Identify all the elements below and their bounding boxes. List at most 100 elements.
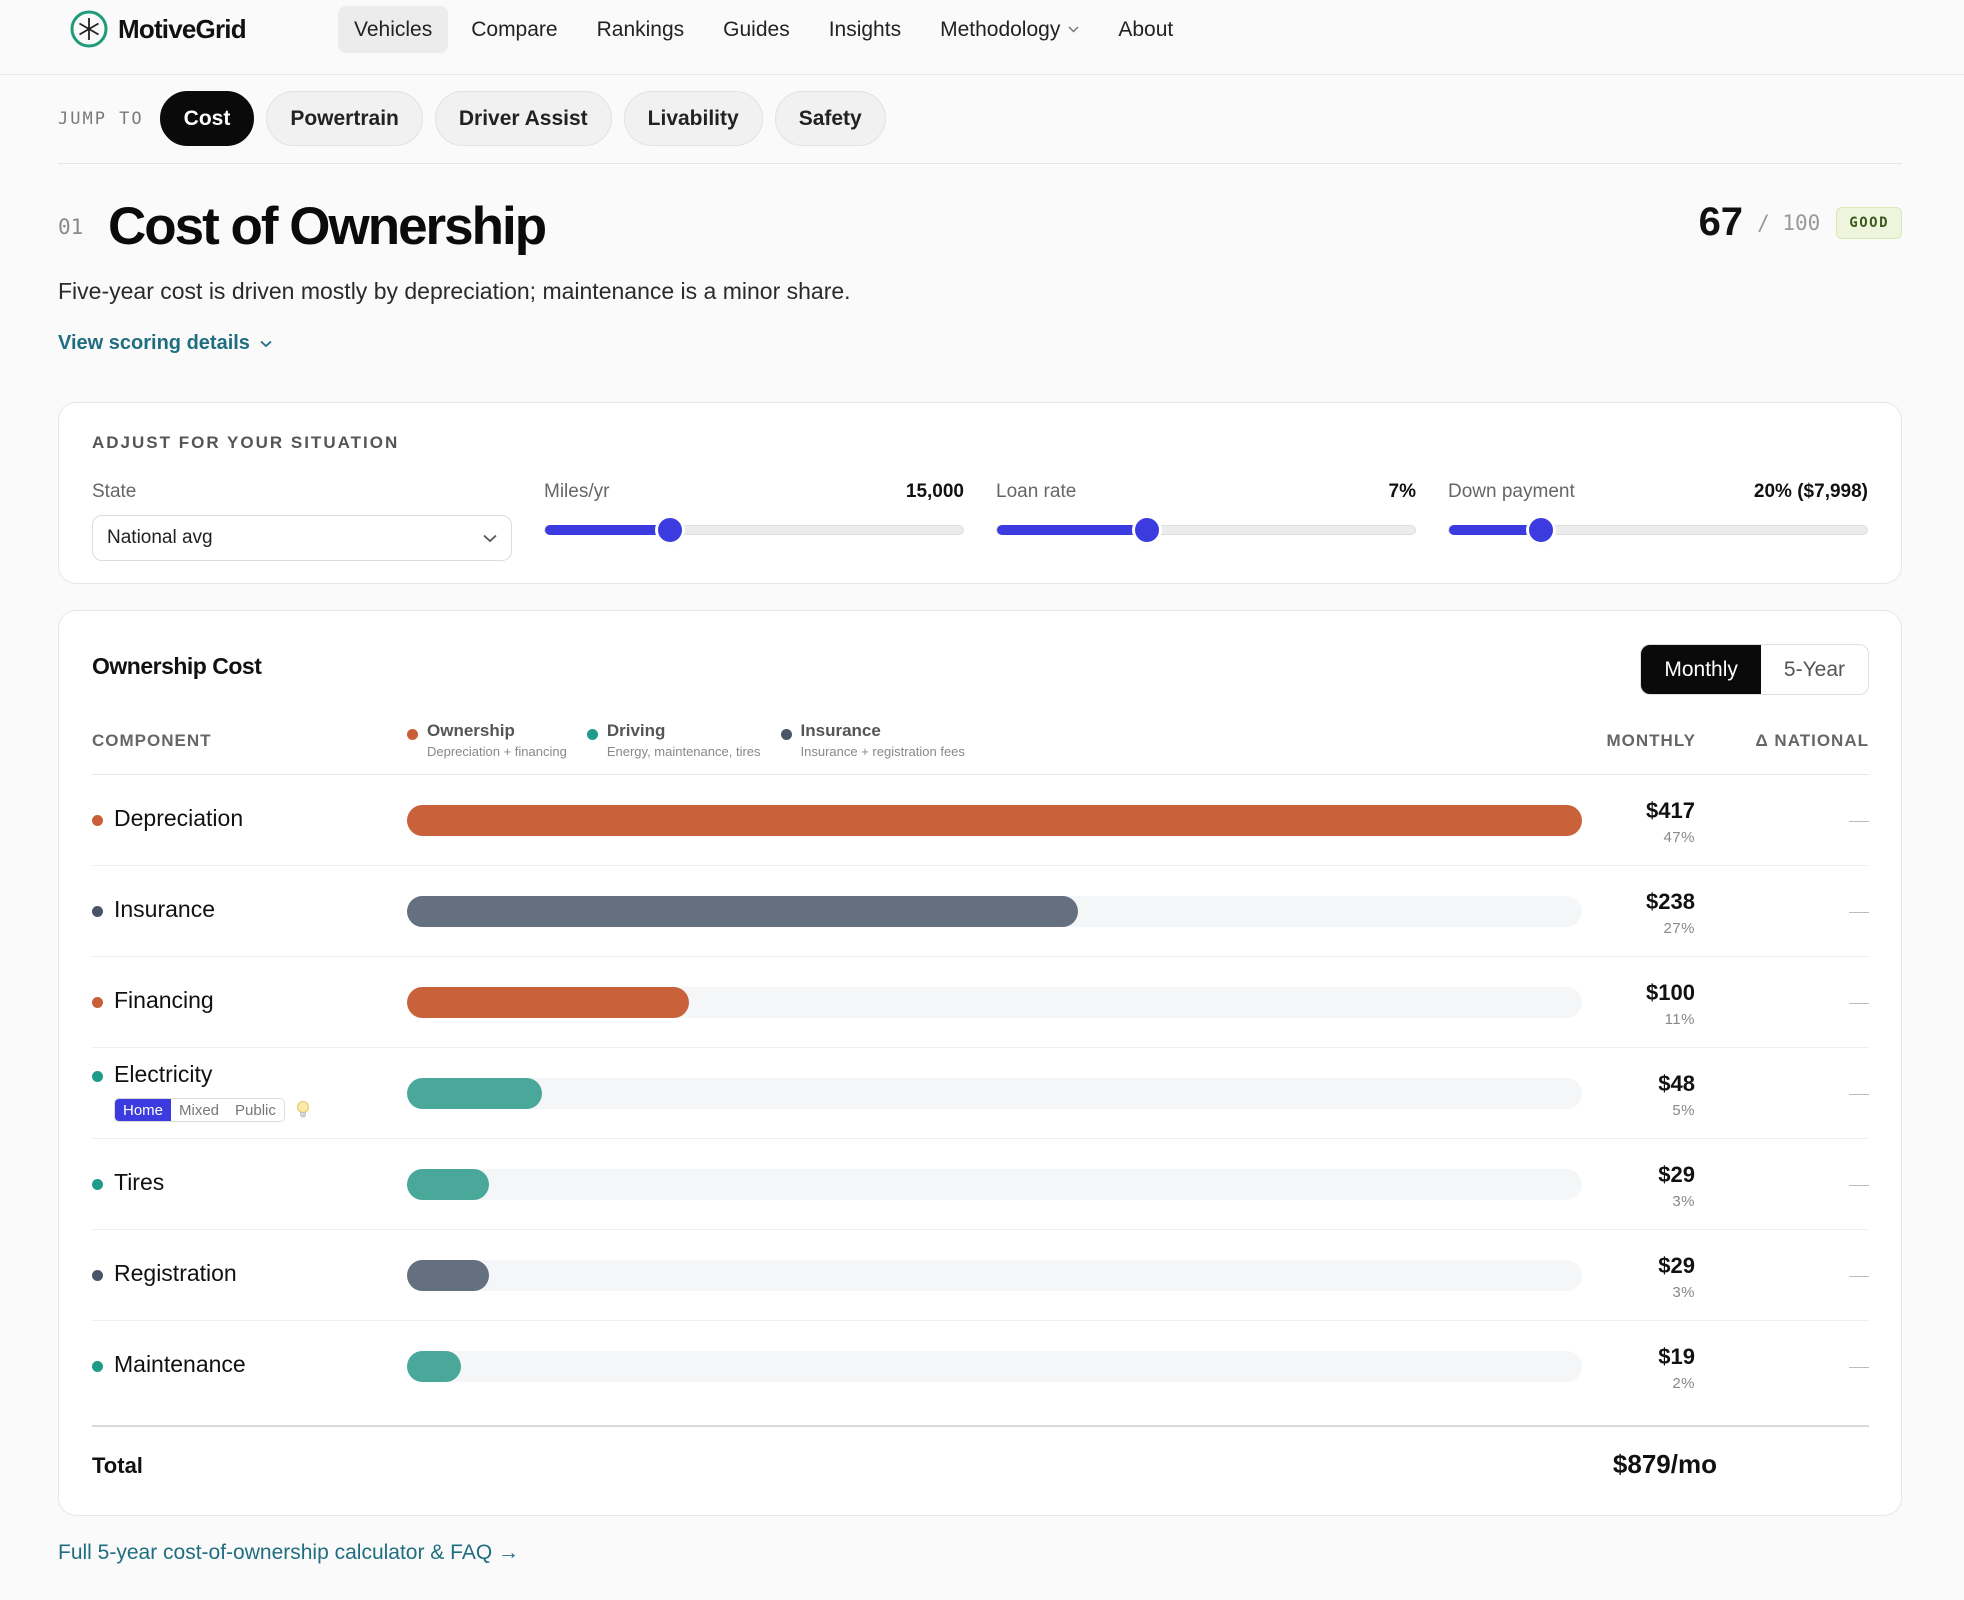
miles-value: 15,000 [905, 481, 964, 502]
miles-slider-fill [545, 525, 671, 535]
legend-dot [586, 729, 598, 740]
nav-item-compare[interactable]: Compare [455, 6, 573, 53]
jump-pill-driver-assist[interactable]: Driver Assist [434, 91, 612, 146]
monthly-header: MONTHLY [1606, 731, 1696, 750]
main-nav: Vehicles Compare Rankings Guides Insights Met… [338, 6, 1196, 53]
section-title: Cost of Ownership [108, 197, 547, 256]
adjust-card: ADJUST FOR YOUR SITUATION State National… [58, 402, 1902, 584]
national-delta-dash [1849, 821, 1869, 822]
charging-mode-group: Home Mixed Public [114, 1098, 285, 1122]
jump-pill-cost[interactable]: Cost [159, 91, 255, 146]
down-payment-label: Down payment [1448, 481, 1575, 502]
cost-bar [407, 1169, 489, 1200]
cost-bar-track [407, 1169, 1582, 1200]
national-delta-dash [1849, 1276, 1869, 1277]
miles-slider-thumb[interactable] [658, 518, 683, 542]
loan-rate-slider-fill [997, 525, 1148, 535]
legend-item-driving: Driving Energy, maintenance, tires [586, 721, 761, 759]
down-payment-slider-thumb[interactable] [1528, 518, 1553, 542]
national-header: Δ NATIONAL [1755, 731, 1869, 750]
toggle-monthly[interactable]: Monthly [1641, 645, 1761, 694]
cost-name: Insurance [114, 896, 216, 922]
loan-rate-label: Loan rate [996, 481, 1077, 502]
legend: Ownership Depreciation + financing Driving… [407, 721, 965, 759]
cost-percent: 11% [1664, 1011, 1695, 1028]
chevron-down-icon [483, 534, 497, 542]
cost-row-electricity: Electricity Home Mixed Public $48 5% [92, 1048, 1869, 1139]
ownership-cost-card: Ownership Cost Monthly 5-Year COMPONENT O… [58, 610, 1902, 1516]
legend-text: Ownership Depreciation + financing [427, 721, 567, 759]
cost-row-depreciation: Depreciation $417 47% [92, 775, 1869, 866]
loan-rate-slider[interactable] [996, 518, 1416, 542]
score-value: 67 [1698, 200, 1744, 244]
cost-row-tires: Tires $29 3% [92, 1139, 1869, 1230]
total-label: Total [92, 1453, 143, 1478]
loan-rate-slider-thumb[interactable] [1135, 518, 1160, 542]
nav-item-about[interactable]: About [1102, 6, 1189, 53]
national-delta-dash [1849, 1094, 1869, 1095]
jump-pill-livability[interactable]: Livability [623, 91, 763, 146]
loan-rate-control: Loan rate 7% [996, 481, 1416, 542]
down-payment-value: 20% ($7,998) [1753, 481, 1868, 502]
nav-item-vehicles[interactable]: Vehicles [338, 6, 449, 53]
cost-name: Electricity [114, 1061, 213, 1087]
cost-percent: 2% [1672, 1375, 1695, 1392]
state-value: National avg [107, 527, 213, 548]
jump-pill-powertrain[interactable]: Powertrain [266, 91, 423, 146]
jump-to-pills: Cost Powertrain Driver Assist Livability Saf… [159, 91, 898, 146]
down-payment-slider[interactable] [1448, 518, 1868, 542]
section-description: Five-year cost is driven mostly by depre… [58, 278, 851, 304]
loan-rate-value: 7% [1388, 481, 1416, 502]
header-divider [92, 774, 1869, 775]
score: 67 / 100 GOOD [1699, 200, 1902, 245]
state-select[interactable]: National avg [92, 515, 512, 561]
charging-mode-home[interactable]: Home [115, 1099, 172, 1121]
national-delta-dash [1849, 1185, 1869, 1186]
total-value: $879/mo [1612, 1449, 1717, 1479]
cost-row-registration: Registration $29 3% [92, 1230, 1869, 1321]
nav-item-insights[interactable]: Insights [813, 6, 917, 53]
cost-amount: $29 [1658, 1253, 1695, 1278]
national-delta-dash [1849, 1003, 1869, 1004]
cost-percent: 3% [1672, 1284, 1695, 1301]
charging-mode-mixed[interactable]: Mixed [171, 1099, 228, 1121]
legend-name: Insurance [800, 721, 881, 740]
miles-slider[interactable] [544, 518, 964, 542]
logo[interactable]: MotiveGrid [70, 10, 247, 48]
cost-dot [92, 1071, 103, 1082]
divider [58, 163, 1902, 164]
scoring-link-label: View scoring details [58, 332, 250, 354]
cost-row-financing: Financing $100 11% [92, 957, 1869, 1048]
cost-name: Maintenance [114, 1351, 246, 1377]
legend-dot [780, 729, 792, 740]
legend-name: Ownership [427, 721, 515, 740]
national-delta-dash [1849, 1367, 1869, 1368]
nav-item-label: Compare [471, 17, 558, 41]
nav-item-label: Methodology [940, 17, 1061, 41]
full-calculator-link[interactable]: Full 5-year cost-of-ownership calculator… [58, 1541, 519, 1564]
state-control: State National avg [92, 481, 512, 561]
logo-icon [70, 10, 108, 48]
chevron-down-icon [1068, 26, 1079, 33]
nav-item-methodology[interactable]: Methodology [924, 6, 1095, 53]
cost-name: Tires [114, 1169, 165, 1195]
cost-bar-track [407, 1351, 1582, 1382]
nav-item-label: Insights [828, 17, 902, 41]
cost-bar [407, 1260, 489, 1291]
chevron-down-icon [260, 340, 272, 347]
cost-amount: $29 [1658, 1162, 1695, 1187]
nav-item-guides[interactable]: Guides [707, 6, 806, 53]
component-header: COMPONENT [92, 731, 212, 750]
jump-to-bar: JUMP TO Cost Powertrain Driver Assist Livab… [58, 91, 898, 146]
lightbulb-icon[interactable] [295, 1100, 311, 1120]
nav-item-label: Rankings [596, 17, 685, 41]
charging-mode-public[interactable]: Public [227, 1099, 284, 1121]
national-delta-dash [1849, 912, 1869, 913]
nav-item-rankings[interactable]: Rankings [581, 6, 701, 53]
cost-percent: 3% [1672, 1193, 1695, 1210]
toggle-5-year[interactable]: 5-Year [1760, 645, 1868, 694]
jump-pill-safety[interactable]: Safety [774, 91, 886, 146]
period-toggle: Monthly 5-Year [1640, 644, 1869, 695]
view-scoring-details-link[interactable]: View scoring details [58, 332, 272, 355]
section-number: 01 [58, 215, 84, 239]
